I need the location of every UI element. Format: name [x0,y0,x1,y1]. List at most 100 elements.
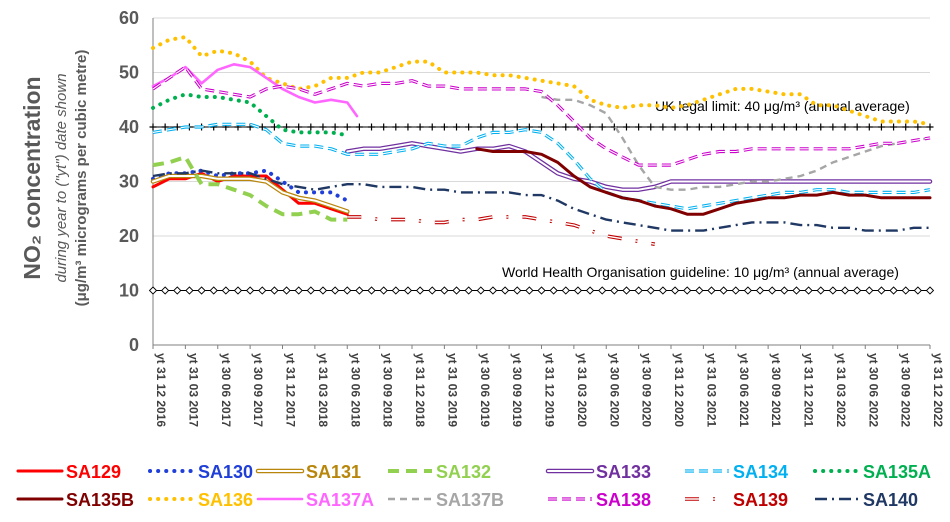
who-guideline-annotation: World Health Organisation guideline: 10 … [502,264,899,280]
x-tick-label: yt 31 12 2020 [672,353,686,427]
uk-limit-marker [926,123,934,131]
legend-item-sa135b: SA135B [16,490,134,510]
who-guideline-marker [731,286,740,295]
legend-label: SA140 [863,490,918,510]
legend-label: SA138 [596,490,651,510]
who-guideline-marker [197,286,206,295]
uk-limit-marker [440,123,448,131]
who-guideline-marker [440,286,449,295]
who-guideline-marker [804,286,813,295]
legend-item-sa133: SA133 [545,462,651,482]
who-guideline-marker [209,286,218,295]
uk-limit-marker [817,123,825,131]
who-guideline-marker [925,286,935,295]
x-tick-label: yt 31 03 2022 [834,353,848,427]
who-guideline-marker [561,286,570,295]
series-sa133 [345,141,933,192]
legend-item-sa139: SA139 [685,490,788,510]
uk-limit-marker [707,123,715,131]
series-sa132-line [152,155,348,222]
series-sa137b-line [541,95,931,191]
uk-limit-marker [829,123,837,131]
uk-limit-marker [720,123,728,131]
uk-limit-marker [562,123,570,131]
legend-item-sa135a: SA135A [813,462,931,482]
uk-limit-marker [404,123,412,131]
uk-limit-marker [635,123,643,131]
legend-label: SA131 [306,462,361,482]
legend-label: SA130 [198,462,253,482]
series-sa138-line [152,66,931,166]
who-guideline-marker [537,286,546,295]
y-tick-label: 20 [119,226,139,246]
y-tick-label: 10 [119,281,139,301]
who-guideline-marker [415,286,425,295]
who-guideline-marker [161,286,170,295]
legend-label: SA129 [66,462,121,482]
legend-item-sa131: SA131 [255,462,361,482]
who-guideline-marker [816,286,825,295]
x-tick-label: yt 30 06 2022 [866,353,880,427]
uk-limit-marker [465,123,473,131]
y-tick-labels: 0 10 20 30 40 50 60 [119,8,139,355]
who-guideline-marker [173,286,182,295]
uk-limit-marker [416,123,424,131]
x-tick-label: yt 31 12 2022 [931,353,945,427]
who-guideline-marker [464,286,473,295]
x-tick-label: yt 30 06 2021 [737,353,751,427]
uk-limit-annotation: UK legal limit: 40 μg/m³ (annual average… [655,98,910,114]
uk-limit-marker [865,123,873,131]
who-guideline-marker [585,286,595,295]
uk-limit-marker [695,123,703,131]
uk-limit-marker [805,123,813,131]
x-tick-label: yt 30 09 2018 [381,353,395,427]
series-sa138 [152,65,931,167]
legend-label: SA134 [733,462,788,482]
uk-limit-marker [732,123,740,131]
who-guideline-marker [367,286,376,295]
uk-limit-marker [622,123,630,131]
series-sa139 [347,215,656,246]
uk-limit-marker [246,123,254,131]
legend: SA129 SA130 SA131 SA132 SA133 SA134 SA135A SA13… [16,462,931,510]
who-guideline-marker [549,286,558,295]
uk-limit-marker [489,123,497,131]
uk-limit-marker [173,123,181,131]
who-guideline-marker [768,286,777,295]
legend-label: SA133 [596,462,651,482]
who-guideline-marker [598,286,607,295]
who-guideline-marker [573,286,583,295]
legend-item-sa134: SA134 [685,462,788,482]
uk-limit-marker [380,123,388,131]
who-guideline-marker [840,286,850,295]
x-tick-label: yt 31 12 2019 [543,353,557,427]
series-sa135b [475,147,932,216]
who-guideline-marker [306,286,315,295]
who-guideline-marker [282,286,291,295]
who-guideline-marker [889,286,898,295]
who-guideline-marker [488,286,498,295]
who-guideline-marker [355,286,364,295]
who-guideline-marker [743,286,753,295]
who-guideline-marker [755,286,765,295]
uk-limit-marker [744,123,752,131]
x-tick-label: yt 31 12 2016 [154,353,168,427]
who-guideline-marker [500,286,510,295]
legend-label: SA137A [306,490,374,510]
who-guideline-marker [403,286,413,295]
x-tick-label: yt 30 09 2019 [510,353,524,427]
x-tick-label: yt 30 06 2017 [219,353,233,427]
x-tick-label: yt 30 06 2018 [348,353,362,427]
uk-limit-marker [477,123,485,131]
legend-label: SA132 [436,462,491,482]
series-sa129-line [151,171,349,216]
x-tick-labels: yt 31 12 2016 yt 31 03 2017 yt 30 06 2017 y… [152,345,945,427]
series-sa132 [152,155,348,222]
legend-item-sa129: SA129 [16,462,121,482]
x-tick-label: yt 31 12 2018 [413,353,427,427]
legend-item-sa136: SA136 [148,490,253,510]
uk-limit-marker [586,123,594,131]
x-tick-label: yt 30 06 2019 [478,353,492,427]
uk-limit-marker [319,123,327,131]
